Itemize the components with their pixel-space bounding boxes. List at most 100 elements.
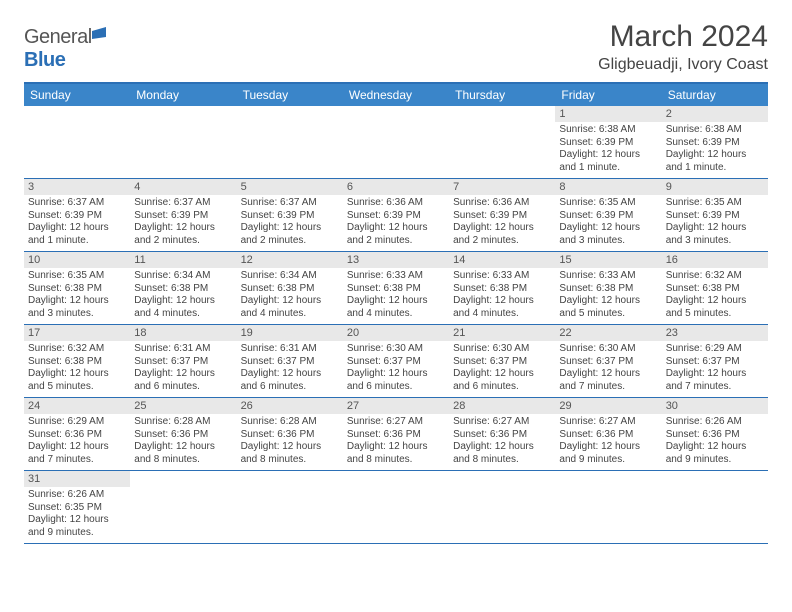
calendar-cell: 7Sunrise: 6:36 AMSunset: 6:39 PMDaylight… bbox=[449, 179, 555, 252]
calendar-cell: 22Sunrise: 6:30 AMSunset: 6:37 PMDayligh… bbox=[555, 325, 661, 398]
day-details: Sunrise: 6:38 AMSunset: 6:39 PMDaylight:… bbox=[662, 122, 768, 178]
day-number: 14 bbox=[449, 252, 555, 268]
day-number: 28 bbox=[449, 398, 555, 414]
day-number: 16 bbox=[662, 252, 768, 268]
day-details: Sunrise: 6:26 AMSunset: 6:35 PMDaylight:… bbox=[24, 487, 130, 543]
day-header: Friday bbox=[555, 83, 661, 106]
calendar-cell bbox=[555, 471, 661, 544]
calendar-cell bbox=[662, 471, 768, 544]
calendar-cell: 21Sunrise: 6:30 AMSunset: 6:37 PMDayligh… bbox=[449, 325, 555, 398]
day-details: Sunrise: 6:37 AMSunset: 6:39 PMDaylight:… bbox=[130, 195, 236, 251]
calendar-cell: 3Sunrise: 6:37 AMSunset: 6:39 PMDaylight… bbox=[24, 179, 130, 252]
day-number: 30 bbox=[662, 398, 768, 414]
day-details: Sunrise: 6:34 AMSunset: 6:38 PMDaylight:… bbox=[237, 268, 343, 324]
day-number: 20 bbox=[343, 325, 449, 341]
calendar-cell bbox=[24, 106, 130, 179]
day-number: 17 bbox=[24, 325, 130, 341]
day-header: Tuesday bbox=[237, 83, 343, 106]
calendar-cell bbox=[343, 471, 449, 544]
day-details: Sunrise: 6:30 AMSunset: 6:37 PMDaylight:… bbox=[343, 341, 449, 397]
day-number: 5 bbox=[237, 179, 343, 195]
calendar-cell: 8Sunrise: 6:35 AMSunset: 6:39 PMDaylight… bbox=[555, 179, 661, 252]
calendar-cell bbox=[237, 106, 343, 179]
day-details: Sunrise: 6:28 AMSunset: 6:36 PMDaylight:… bbox=[130, 414, 236, 470]
page-header: GeneralBlue March 2024 Gligbeuadji, Ivor… bbox=[24, 20, 768, 74]
day-details: Sunrise: 6:36 AMSunset: 6:39 PMDaylight:… bbox=[449, 195, 555, 251]
calendar-cell: 26Sunrise: 6:28 AMSunset: 6:36 PMDayligh… bbox=[237, 398, 343, 471]
day-number: 10 bbox=[24, 252, 130, 268]
calendar-cell: 13Sunrise: 6:33 AMSunset: 6:38 PMDayligh… bbox=[343, 252, 449, 325]
day-details: Sunrise: 6:26 AMSunset: 6:36 PMDaylight:… bbox=[662, 414, 768, 470]
calendar-cell: 9Sunrise: 6:35 AMSunset: 6:39 PMDaylight… bbox=[662, 179, 768, 252]
calendar-cell: 12Sunrise: 6:34 AMSunset: 6:38 PMDayligh… bbox=[237, 252, 343, 325]
calendar-week: 3Sunrise: 6:37 AMSunset: 6:39 PMDaylight… bbox=[24, 179, 768, 252]
day-details: Sunrise: 6:33 AMSunset: 6:38 PMDaylight:… bbox=[555, 268, 661, 324]
day-details: Sunrise: 6:29 AMSunset: 6:37 PMDaylight:… bbox=[662, 341, 768, 397]
calendar-cell: 14Sunrise: 6:33 AMSunset: 6:38 PMDayligh… bbox=[449, 252, 555, 325]
day-number: 23 bbox=[662, 325, 768, 341]
day-number: 7 bbox=[449, 179, 555, 195]
calendar-cell: 19Sunrise: 6:31 AMSunset: 6:37 PMDayligh… bbox=[237, 325, 343, 398]
calendar-cell: 15Sunrise: 6:33 AMSunset: 6:38 PMDayligh… bbox=[555, 252, 661, 325]
logo: GeneralBlue bbox=[24, 20, 112, 72]
day-details: Sunrise: 6:27 AMSunset: 6:36 PMDaylight:… bbox=[555, 414, 661, 470]
calendar-cell bbox=[343, 106, 449, 179]
month-title: March 2024 bbox=[598, 20, 768, 54]
day-details: Sunrise: 6:29 AMSunset: 6:36 PMDaylight:… bbox=[24, 414, 130, 470]
day-details: Sunrise: 6:30 AMSunset: 6:37 PMDaylight:… bbox=[555, 341, 661, 397]
day-number: 22 bbox=[555, 325, 661, 341]
calendar-cell: 1Sunrise: 6:38 AMSunset: 6:39 PMDaylight… bbox=[555, 106, 661, 179]
calendar-cell: 16Sunrise: 6:32 AMSunset: 6:38 PMDayligh… bbox=[662, 252, 768, 325]
location: Gligbeuadji, Ivory Coast bbox=[598, 56, 768, 74]
calendar-week: 17Sunrise: 6:32 AMSunset: 6:38 PMDayligh… bbox=[24, 325, 768, 398]
day-header: Sunday bbox=[24, 83, 130, 106]
calendar-body: 1Sunrise: 6:38 AMSunset: 6:39 PMDaylight… bbox=[24, 106, 768, 544]
day-number: 6 bbox=[343, 179, 449, 195]
day-number: 24 bbox=[24, 398, 130, 414]
day-header: Monday bbox=[130, 83, 236, 106]
calendar-week: 10Sunrise: 6:35 AMSunset: 6:38 PMDayligh… bbox=[24, 252, 768, 325]
calendar-week: 24Sunrise: 6:29 AMSunset: 6:36 PMDayligh… bbox=[24, 398, 768, 471]
calendar-week: 31Sunrise: 6:26 AMSunset: 6:35 PMDayligh… bbox=[24, 471, 768, 544]
day-details: Sunrise: 6:38 AMSunset: 6:39 PMDaylight:… bbox=[555, 122, 661, 178]
day-number: 31 bbox=[24, 471, 130, 487]
day-number: 18 bbox=[130, 325, 236, 341]
day-details: Sunrise: 6:32 AMSunset: 6:38 PMDaylight:… bbox=[24, 341, 130, 397]
day-header: Wednesday bbox=[343, 83, 449, 106]
logo-text: GeneralBlue bbox=[24, 26, 112, 72]
day-number: 13 bbox=[343, 252, 449, 268]
day-details: Sunrise: 6:36 AMSunset: 6:39 PMDaylight:… bbox=[343, 195, 449, 251]
calendar-cell: 18Sunrise: 6:31 AMSunset: 6:37 PMDayligh… bbox=[130, 325, 236, 398]
day-details: Sunrise: 6:30 AMSunset: 6:37 PMDaylight:… bbox=[449, 341, 555, 397]
day-number: 27 bbox=[343, 398, 449, 414]
day-details: Sunrise: 6:35 AMSunset: 6:39 PMDaylight:… bbox=[555, 195, 661, 251]
day-details: Sunrise: 6:33 AMSunset: 6:38 PMDaylight:… bbox=[449, 268, 555, 324]
day-header-row: SundayMondayTuesdayWednesdayThursdayFrid… bbox=[24, 83, 768, 106]
day-number: 25 bbox=[130, 398, 236, 414]
day-number: 12 bbox=[237, 252, 343, 268]
calendar-cell: 29Sunrise: 6:27 AMSunset: 6:36 PMDayligh… bbox=[555, 398, 661, 471]
calendar-cell: 10Sunrise: 6:35 AMSunset: 6:38 PMDayligh… bbox=[24, 252, 130, 325]
day-details: Sunrise: 6:27 AMSunset: 6:36 PMDaylight:… bbox=[343, 414, 449, 470]
day-details: Sunrise: 6:32 AMSunset: 6:38 PMDaylight:… bbox=[662, 268, 768, 324]
calendar-cell: 20Sunrise: 6:30 AMSunset: 6:37 PMDayligh… bbox=[343, 325, 449, 398]
calendar-cell: 6Sunrise: 6:36 AMSunset: 6:39 PMDaylight… bbox=[343, 179, 449, 252]
title-block: March 2024 Gligbeuadji, Ivory Coast bbox=[598, 20, 768, 74]
day-details: Sunrise: 6:33 AMSunset: 6:38 PMDaylight:… bbox=[343, 268, 449, 324]
calendar-cell: 30Sunrise: 6:26 AMSunset: 6:36 PMDayligh… bbox=[662, 398, 768, 471]
day-number: 3 bbox=[24, 179, 130, 195]
day-number: 8 bbox=[555, 179, 661, 195]
calendar-cell: 31Sunrise: 6:26 AMSunset: 6:35 PMDayligh… bbox=[24, 471, 130, 544]
day-details: Sunrise: 6:28 AMSunset: 6:36 PMDaylight:… bbox=[237, 414, 343, 470]
day-header: Thursday bbox=[449, 83, 555, 106]
day-number: 4 bbox=[130, 179, 236, 195]
calendar-cell: 24Sunrise: 6:29 AMSunset: 6:36 PMDayligh… bbox=[24, 398, 130, 471]
day-number: 21 bbox=[449, 325, 555, 341]
calendar-cell: 23Sunrise: 6:29 AMSunset: 6:37 PMDayligh… bbox=[662, 325, 768, 398]
day-number: 11 bbox=[130, 252, 236, 268]
day-details: Sunrise: 6:27 AMSunset: 6:36 PMDaylight:… bbox=[449, 414, 555, 470]
calendar-cell: 2Sunrise: 6:38 AMSunset: 6:39 PMDaylight… bbox=[662, 106, 768, 179]
day-number: 1 bbox=[555, 106, 661, 122]
day-number: 26 bbox=[237, 398, 343, 414]
day-details: Sunrise: 6:31 AMSunset: 6:37 PMDaylight:… bbox=[237, 341, 343, 397]
